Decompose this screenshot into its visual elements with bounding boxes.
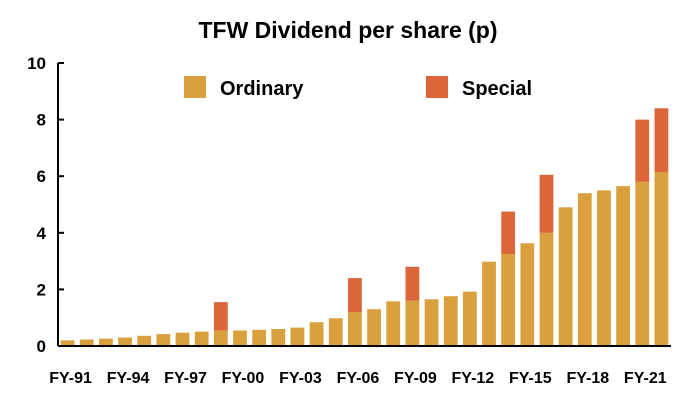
bar-ordinary-fy-11 <box>443 296 458 346</box>
bar-ordinary-fy-00 <box>233 330 247 346</box>
x-tick-label: FY-15 <box>509 370 552 387</box>
bar-ordinary-fy-22 <box>654 171 669 346</box>
bar-ordinary-fy-16 <box>539 232 554 346</box>
axes-layer: 0 2 4 6 8 10 FY-91 FY-94 FY-97 FY-00 FY-03 FY-06 FY-… <box>27 54 671 387</box>
bar-special-fy-06 <box>348 278 362 313</box>
bar-ordinary-fy-17 <box>558 207 573 346</box>
bar-ordinary-fy-96 <box>156 334 171 346</box>
bar-special-fy-99 <box>213 302 228 331</box>
chart-title: TFW Dividend per share (p) <box>198 17 497 43</box>
y-tick-label: 8 <box>37 111 46 130</box>
x-tick-label: FY-21 <box>624 370 667 387</box>
bar-ordinary-fy-92 <box>79 339 94 346</box>
bar-special-fy-22 <box>654 108 669 172</box>
y-tick-label: 6 <box>37 167 46 186</box>
bar-special-fy-21 <box>635 119 650 182</box>
x-tick-label: FY-09 <box>394 370 437 387</box>
bar-ordinary-fy-19 <box>597 190 611 346</box>
bar-ordinary-fy-06 <box>348 312 362 346</box>
bar-ordinary-fy-05 <box>328 318 343 346</box>
bar-ordinary-fy-94 <box>118 337 132 346</box>
y-tick-label: 0 <box>37 337 46 356</box>
x-tick-label: FY-03 <box>279 370 322 387</box>
bar-ordinary-fy-03 <box>290 327 305 346</box>
bar-ordinary-fy-20 <box>616 186 630 346</box>
bar-ordinary-fy-13 <box>482 261 496 346</box>
bar-ordinary-fy-99 <box>213 330 228 346</box>
bar-ordinary-fy-18 <box>577 193 592 346</box>
legend-label-ordinary: Ordinary <box>220 78 304 100</box>
y-tick-label: 4 <box>37 224 47 243</box>
x-tick-label: FY-18 <box>566 370 609 387</box>
bar-ordinary-fy-98 <box>194 331 209 346</box>
x-tick-label: FY-94 <box>107 370 150 387</box>
bar-ordinary-fy-08 <box>386 301 401 346</box>
bar-ordinary-fy-01 <box>252 329 267 346</box>
x-tick-label: FY-06 <box>337 370 380 387</box>
bar-ordinary-fy-97 <box>175 332 190 346</box>
y-tick-label: 2 <box>37 280 46 299</box>
x-tick-label: FY-00 <box>222 370 265 387</box>
bar-ordinary-fy-02 <box>271 329 286 346</box>
bar-ordinary-fy-15 <box>520 243 535 346</box>
bar-ordinary-fy-21 <box>635 181 650 346</box>
legend-label-special: Special <box>462 78 532 100</box>
bars-layer <box>60 108 669 346</box>
bar-ordinary-fy-12 <box>462 291 477 346</box>
x-tick-label: FY-91 <box>49 370 92 387</box>
bar-ordinary-fy-95 <box>137 335 152 346</box>
bar-special-fy-09 <box>405 266 420 301</box>
legend: Ordinary Special <box>184 76 532 100</box>
bar-special-fy-14 <box>501 211 516 255</box>
legend-swatch-ordinary <box>184 76 206 98</box>
bar-ordinary-fy-14 <box>501 254 516 346</box>
bar-special-fy-16 <box>539 174 554 233</box>
legend-swatch-special <box>426 76 448 98</box>
bar-ordinary-fy-93 <box>98 338 113 346</box>
bar-ordinary-fy-04 <box>309 322 324 346</box>
x-tick-label: FY-97 <box>164 370 207 387</box>
bar-ordinary-fy-07 <box>367 309 381 346</box>
x-tick-label: FY-12 <box>452 370 495 387</box>
bar-ordinary-fy-10 <box>424 299 439 346</box>
bar-ordinary-fy-91 <box>60 340 75 346</box>
y-tick-label: 10 <box>27 54 46 73</box>
bar-ordinary-fy-09 <box>405 300 420 346</box>
